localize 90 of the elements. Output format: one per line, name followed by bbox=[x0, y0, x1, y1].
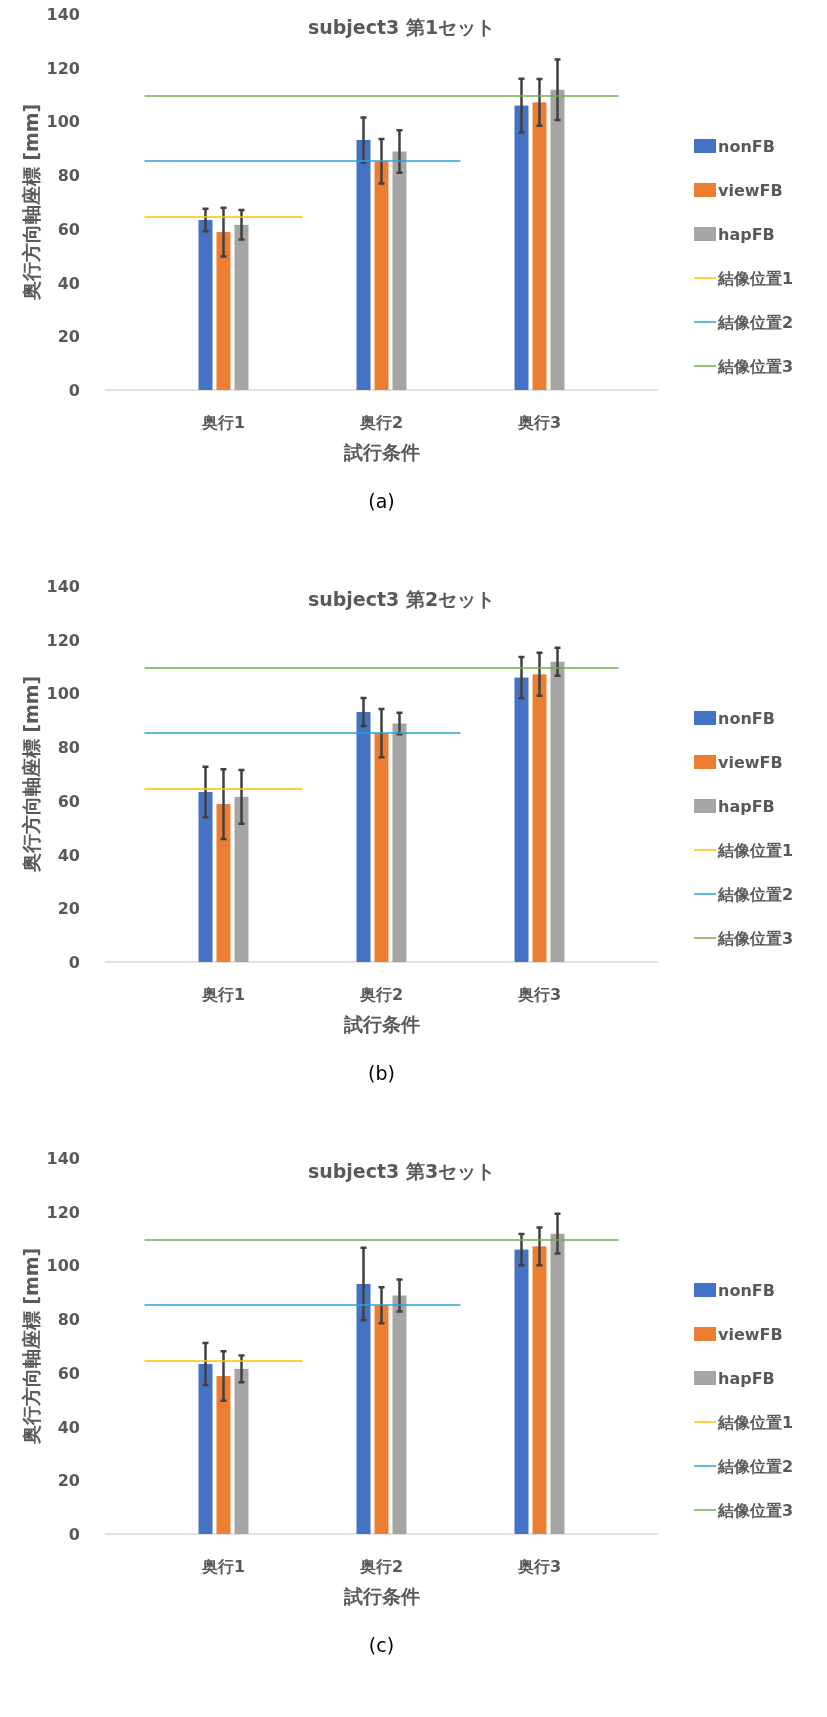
legend-label: viewFB bbox=[718, 1325, 783, 1344]
bar bbox=[356, 711, 371, 962]
legend-label: 結像位置2 bbox=[717, 313, 794, 332]
bar bbox=[234, 796, 249, 962]
bar bbox=[374, 1305, 389, 1534]
bar bbox=[550, 661, 565, 962]
y-tick-label: 60 bbox=[57, 1363, 80, 1383]
x-tick-label: 奥行2 bbox=[358, 413, 404, 432]
y-tick-label: 140 bbox=[46, 577, 80, 596]
y-tick-label: 0 bbox=[68, 381, 80, 400]
x-tick-label: 奥行3 bbox=[516, 413, 562, 432]
y-tick-label: 120 bbox=[46, 58, 80, 78]
x-tick-label: 奥行1 bbox=[200, 413, 246, 432]
x-axis-title: 試行条件 bbox=[342, 1013, 420, 1035]
bar bbox=[532, 102, 547, 390]
y-tick-label: 100 bbox=[46, 684, 80, 704]
y-tick-label: 20 bbox=[57, 327, 80, 347]
x-tick-label: 奥行1 bbox=[200, 1557, 246, 1576]
y-tick-label: 40 bbox=[57, 273, 80, 293]
legend-label: 結像位置2 bbox=[717, 1457, 794, 1476]
bar bbox=[514, 677, 529, 962]
text: (c) bbox=[368, 1634, 395, 1656]
y-tick-label: 40 bbox=[57, 1417, 80, 1437]
x-tick-label: 奥行3 bbox=[516, 985, 562, 1004]
y-axis-title: 奥行方向軸座標 [mm] bbox=[20, 1247, 42, 1446]
y-tick-label: 20 bbox=[57, 1471, 80, 1491]
y-tick-label: 20 bbox=[57, 899, 80, 919]
y-tick-label: 140 bbox=[46, 5, 80, 24]
legend-label: nonFB bbox=[718, 1281, 775, 1300]
y-axis-title: 奥行方向軸座標 [mm] bbox=[20, 675, 42, 874]
x-axis-title: 試行条件 bbox=[342, 1585, 420, 1607]
bar bbox=[216, 804, 231, 962]
bar bbox=[392, 1295, 407, 1534]
legend-label: nonFB bbox=[718, 709, 775, 728]
text: (a) bbox=[368, 490, 395, 512]
y-tick-label: 0 bbox=[68, 953, 80, 972]
y-tick-label: 120 bbox=[46, 630, 80, 650]
legend-label: 結像位置2 bbox=[717, 885, 794, 904]
y-tick-label: 80 bbox=[57, 166, 80, 186]
bar bbox=[550, 89, 565, 390]
y-tick-label: 80 bbox=[57, 738, 80, 758]
legend-label: viewFB bbox=[718, 753, 783, 772]
bar bbox=[532, 1246, 547, 1534]
y-tick-label: 80 bbox=[57, 1310, 80, 1330]
y-tick-label: 100 bbox=[46, 1256, 80, 1276]
chart-title: subject3 第2セット bbox=[307, 588, 496, 610]
legend-label: 結像位置3 bbox=[717, 1501, 794, 1520]
y-tick-label: 140 bbox=[46, 1149, 80, 1168]
legend-label: 結像位置1 bbox=[717, 841, 794, 860]
y-tick-label: 40 bbox=[57, 845, 80, 865]
bar bbox=[374, 733, 389, 962]
x-tick-label: 奥行2 bbox=[358, 985, 404, 1004]
bar bbox=[198, 791, 213, 962]
y-tick-label: 60 bbox=[57, 219, 80, 239]
bar bbox=[374, 161, 389, 390]
y-tick-label: 0 bbox=[68, 1525, 80, 1544]
bar bbox=[198, 1363, 213, 1534]
legend-label: hapFB bbox=[718, 1369, 775, 1388]
chart-title: subject3 第3セット bbox=[307, 1160, 496, 1182]
y-tick-label: 60 bbox=[57, 791, 80, 811]
legend-label: nonFB bbox=[718, 137, 775, 156]
bar bbox=[356, 139, 371, 390]
bar bbox=[532, 674, 547, 962]
x-tick-label: 奥行2 bbox=[358, 1557, 404, 1576]
bar bbox=[392, 151, 407, 390]
legend-label: 結像位置1 bbox=[717, 269, 794, 288]
x-tick-label: 奥行1 bbox=[200, 985, 246, 1004]
legend-label: hapFB bbox=[718, 797, 775, 816]
bar bbox=[216, 232, 231, 390]
bar bbox=[514, 105, 529, 390]
text: (b) bbox=[368, 1062, 395, 1084]
bar bbox=[550, 1233, 565, 1534]
bar bbox=[234, 224, 249, 390]
chart-title: subject3 第1セット bbox=[307, 16, 496, 38]
bar bbox=[514, 1249, 529, 1534]
x-tick-label: 奥行3 bbox=[516, 1557, 562, 1576]
legend-label: 結像位置3 bbox=[717, 357, 794, 376]
bar bbox=[392, 723, 407, 962]
bar bbox=[216, 1376, 231, 1534]
legend-label: viewFB bbox=[718, 181, 783, 200]
bar bbox=[198, 219, 213, 390]
y-tick-label: 120 bbox=[46, 1202, 80, 1222]
y-tick-label: 100 bbox=[46, 112, 80, 132]
x-axis-title: 試行条件 bbox=[342, 441, 420, 463]
legend-label: hapFB bbox=[718, 225, 775, 244]
y-axis-title: 奥行方向軸座標 [mm] bbox=[20, 103, 42, 302]
legend-label: 結像位置1 bbox=[717, 1413, 794, 1432]
bar bbox=[234, 1368, 249, 1534]
bar bbox=[356, 1283, 371, 1534]
legend-label: 結像位置3 bbox=[717, 929, 794, 948]
